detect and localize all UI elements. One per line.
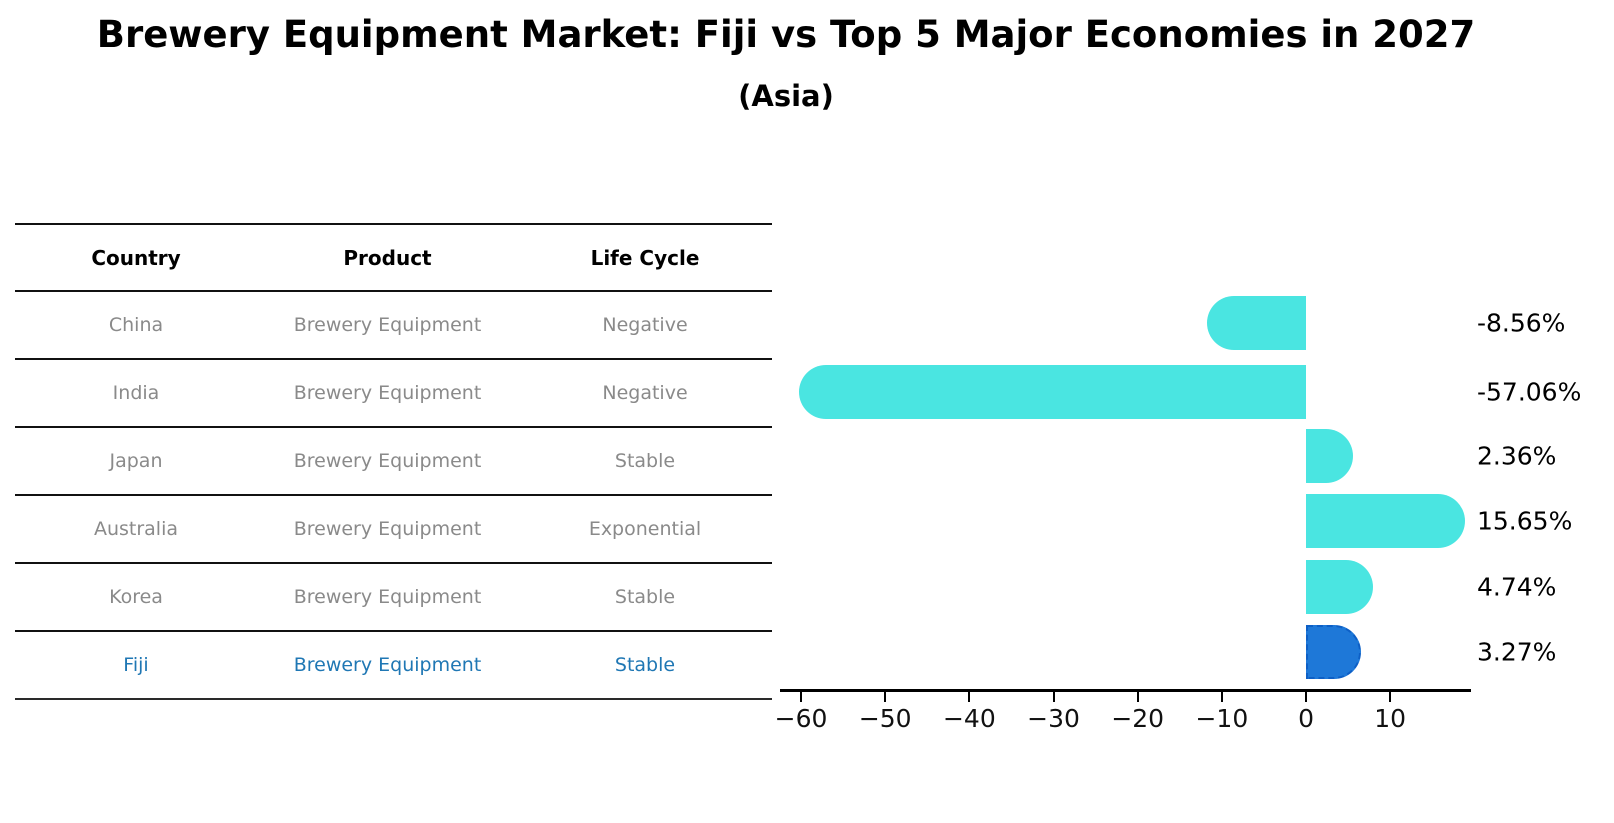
value-label-australia: 15.65% [1477,506,1573,536]
table-header-row: Country Product Life Cycle [15,223,772,290]
product-cell: Brewery Equipment [293,586,482,608]
life-cycle-cell: Exponential [588,518,702,540]
value-label-india: -57.06% [1477,377,1582,407]
chart-subtitle: (Asia) [738,79,834,113]
x-axis-tick-label: −60 [774,704,828,733]
product-cell: Brewery Equipment [293,382,482,404]
x-axis-tick [1305,691,1308,702]
value-label-korea: 4.74% [1477,572,1557,602]
x-axis-tick-label: −10 [1195,704,1249,733]
product-cell: Brewery Equipment [293,654,482,676]
country-cell: Japan [109,450,163,472]
column-header-country: Country [91,245,181,270]
column-header-product: Product [343,245,432,270]
product-cell: Brewery Equipment [293,518,482,540]
x-axis-tick-label: −30 [1027,704,1080,733]
life-cycle-cell: Stable [614,450,676,472]
column-header-life-cycle: Life Cycle [590,245,700,270]
value-label-china: -8.56% [1477,308,1566,338]
life-cycle-cell: Negative [602,314,688,336]
x-axis-tick [1389,691,1392,702]
x-axis-tick [800,691,803,702]
life-cycle-cell: Stable [614,586,676,608]
product-cell: Brewery Equipment [293,314,482,336]
country-cell: Fiji [123,654,149,676]
x-axis-tick-label: −40 [942,704,996,733]
x-axis-tick [1220,691,1223,702]
table-row-fiji: Fiji Brewery Equipment Stable [15,630,772,698]
country-cell: Australia [93,518,179,540]
table-row-korea: Korea Brewery Equipment Stable [15,562,772,630]
x-axis-tick-label: −20 [1111,704,1165,733]
x-axis-tick [1052,691,1055,702]
x-axis-tick [884,691,887,702]
bar-china [1206,296,1307,350]
country-table: Country Product Life Cycle China Brewery… [15,223,772,700]
table-row-india: India Brewery Equipment Negative [15,358,772,426]
bar-australia [1306,494,1465,548]
life-cycle-cell: Stable [614,654,676,676]
table-row-australia: Australia Brewery Equipment Exponential [15,494,772,562]
bar-fiji [1306,625,1361,679]
x-axis-line [780,689,1471,692]
table-row-japan: Japan Brewery Equipment Stable [15,426,772,494]
value-label-japan: 2.36% [1477,441,1557,471]
country-cell: India [112,382,160,404]
x-axis-tick-label: 10 [1374,704,1407,733]
bar-india [798,365,1307,419]
bar-korea [1306,560,1373,614]
x-axis-tick-label: 0 [1298,704,1314,733]
country-cell: Korea [109,586,163,608]
x-axis-tick-label: −50 [858,704,912,733]
value-label-fiji: 3.27% [1477,637,1557,667]
chart-title: Brewery Equipment Market: Fiji vs Top 5 … [96,13,1476,56]
country-cell: China [108,314,164,336]
bar-japan [1306,429,1353,483]
product-cell: Brewery Equipment [293,450,482,472]
life-cycle-cell: Negative [602,382,688,404]
x-axis-tick [1136,691,1139,702]
x-axis-tick [968,691,971,702]
table-row-china: China Brewery Equipment Negative [15,290,772,358]
